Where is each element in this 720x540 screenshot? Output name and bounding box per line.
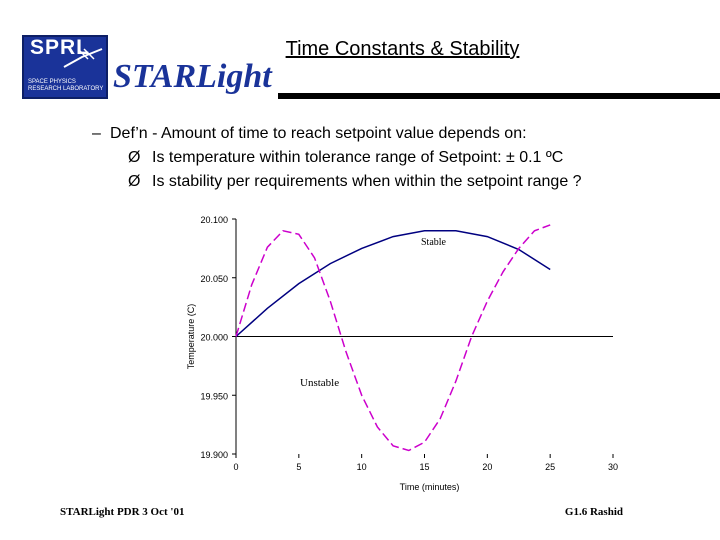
arrow-bullet: Ø: [128, 173, 141, 190]
y-tick-label: 20.050: [200, 274, 228, 284]
sub-bullet-stability-text: Is stability per requirements when withi…: [152, 173, 582, 190]
sub-bullet-tolerance: Ø Is temperature within tolerance range …: [114, 146, 582, 170]
header-rule: [278, 93, 720, 99]
y-axis-label: Temperature (C): [186, 304, 196, 370]
x-tick-label: 15: [419, 462, 429, 472]
bullet-list: – Def’n - Amount of time to reach setpoi…: [92, 122, 582, 194]
y-tick-label: 20.000: [200, 333, 228, 343]
bullet-definition-text: Def’n - Amount of time to reach setpoint…: [110, 125, 527, 142]
footer-left: STARLight PDR 3 Oct '01: [60, 506, 185, 518]
x-tick-label: 25: [545, 462, 555, 472]
arrow-bullet: Ø: [128, 149, 141, 166]
footer-right: G1.6 Rashid: [564, 506, 623, 518]
series-line-unstable: [235, 224, 551, 452]
annotation-stable: Stable: [421, 237, 447, 248]
x-tick-label: 30: [608, 462, 618, 472]
sub-bullet-tolerance-text: Is temperature within tolerance range of…: [152, 149, 564, 166]
dash-bullet: –: [92, 125, 101, 142]
y-tick-label: 19.950: [200, 391, 228, 401]
sprl-logo: SPRL SPACE PHYSICS RESEARCH LABORATORY: [22, 35, 108, 99]
temperature-chart: 19.900 19.950 20.000 20.050 20.100 0 5 10 15 20 25…: [186, 215, 618, 492]
sub-bullet-stability: Ø Is stability per requirements when wit…: [114, 170, 582, 194]
annotation-unstable: Unstable: [300, 377, 339, 389]
y-tick-label: 19.900: [200, 450, 228, 460]
satellite-icon: [63, 48, 103, 68]
x-tick-label: 5: [296, 462, 301, 472]
logo-lab-text: SPACE PHYSICS RESEARCH LABORATORY: [28, 79, 104, 92]
x-tick-label: 20: [482, 462, 492, 472]
logo-letters: SPRL: [30, 36, 91, 59]
brand-wordmark: STARLight: [113, 58, 272, 95]
series-line-stable: [235, 230, 551, 338]
x-tick-label: 10: [357, 462, 367, 472]
x-tick-label: 0: [233, 462, 238, 472]
y-tick-label: 20.100: [200, 215, 228, 225]
bullet-definition: – Def’n - Amount of time to reach setpoi…: [92, 122, 582, 146]
x-axis-label: Time (minutes): [400, 482, 460, 492]
page-title: Time Constants & Stability: [285, 38, 520, 60]
